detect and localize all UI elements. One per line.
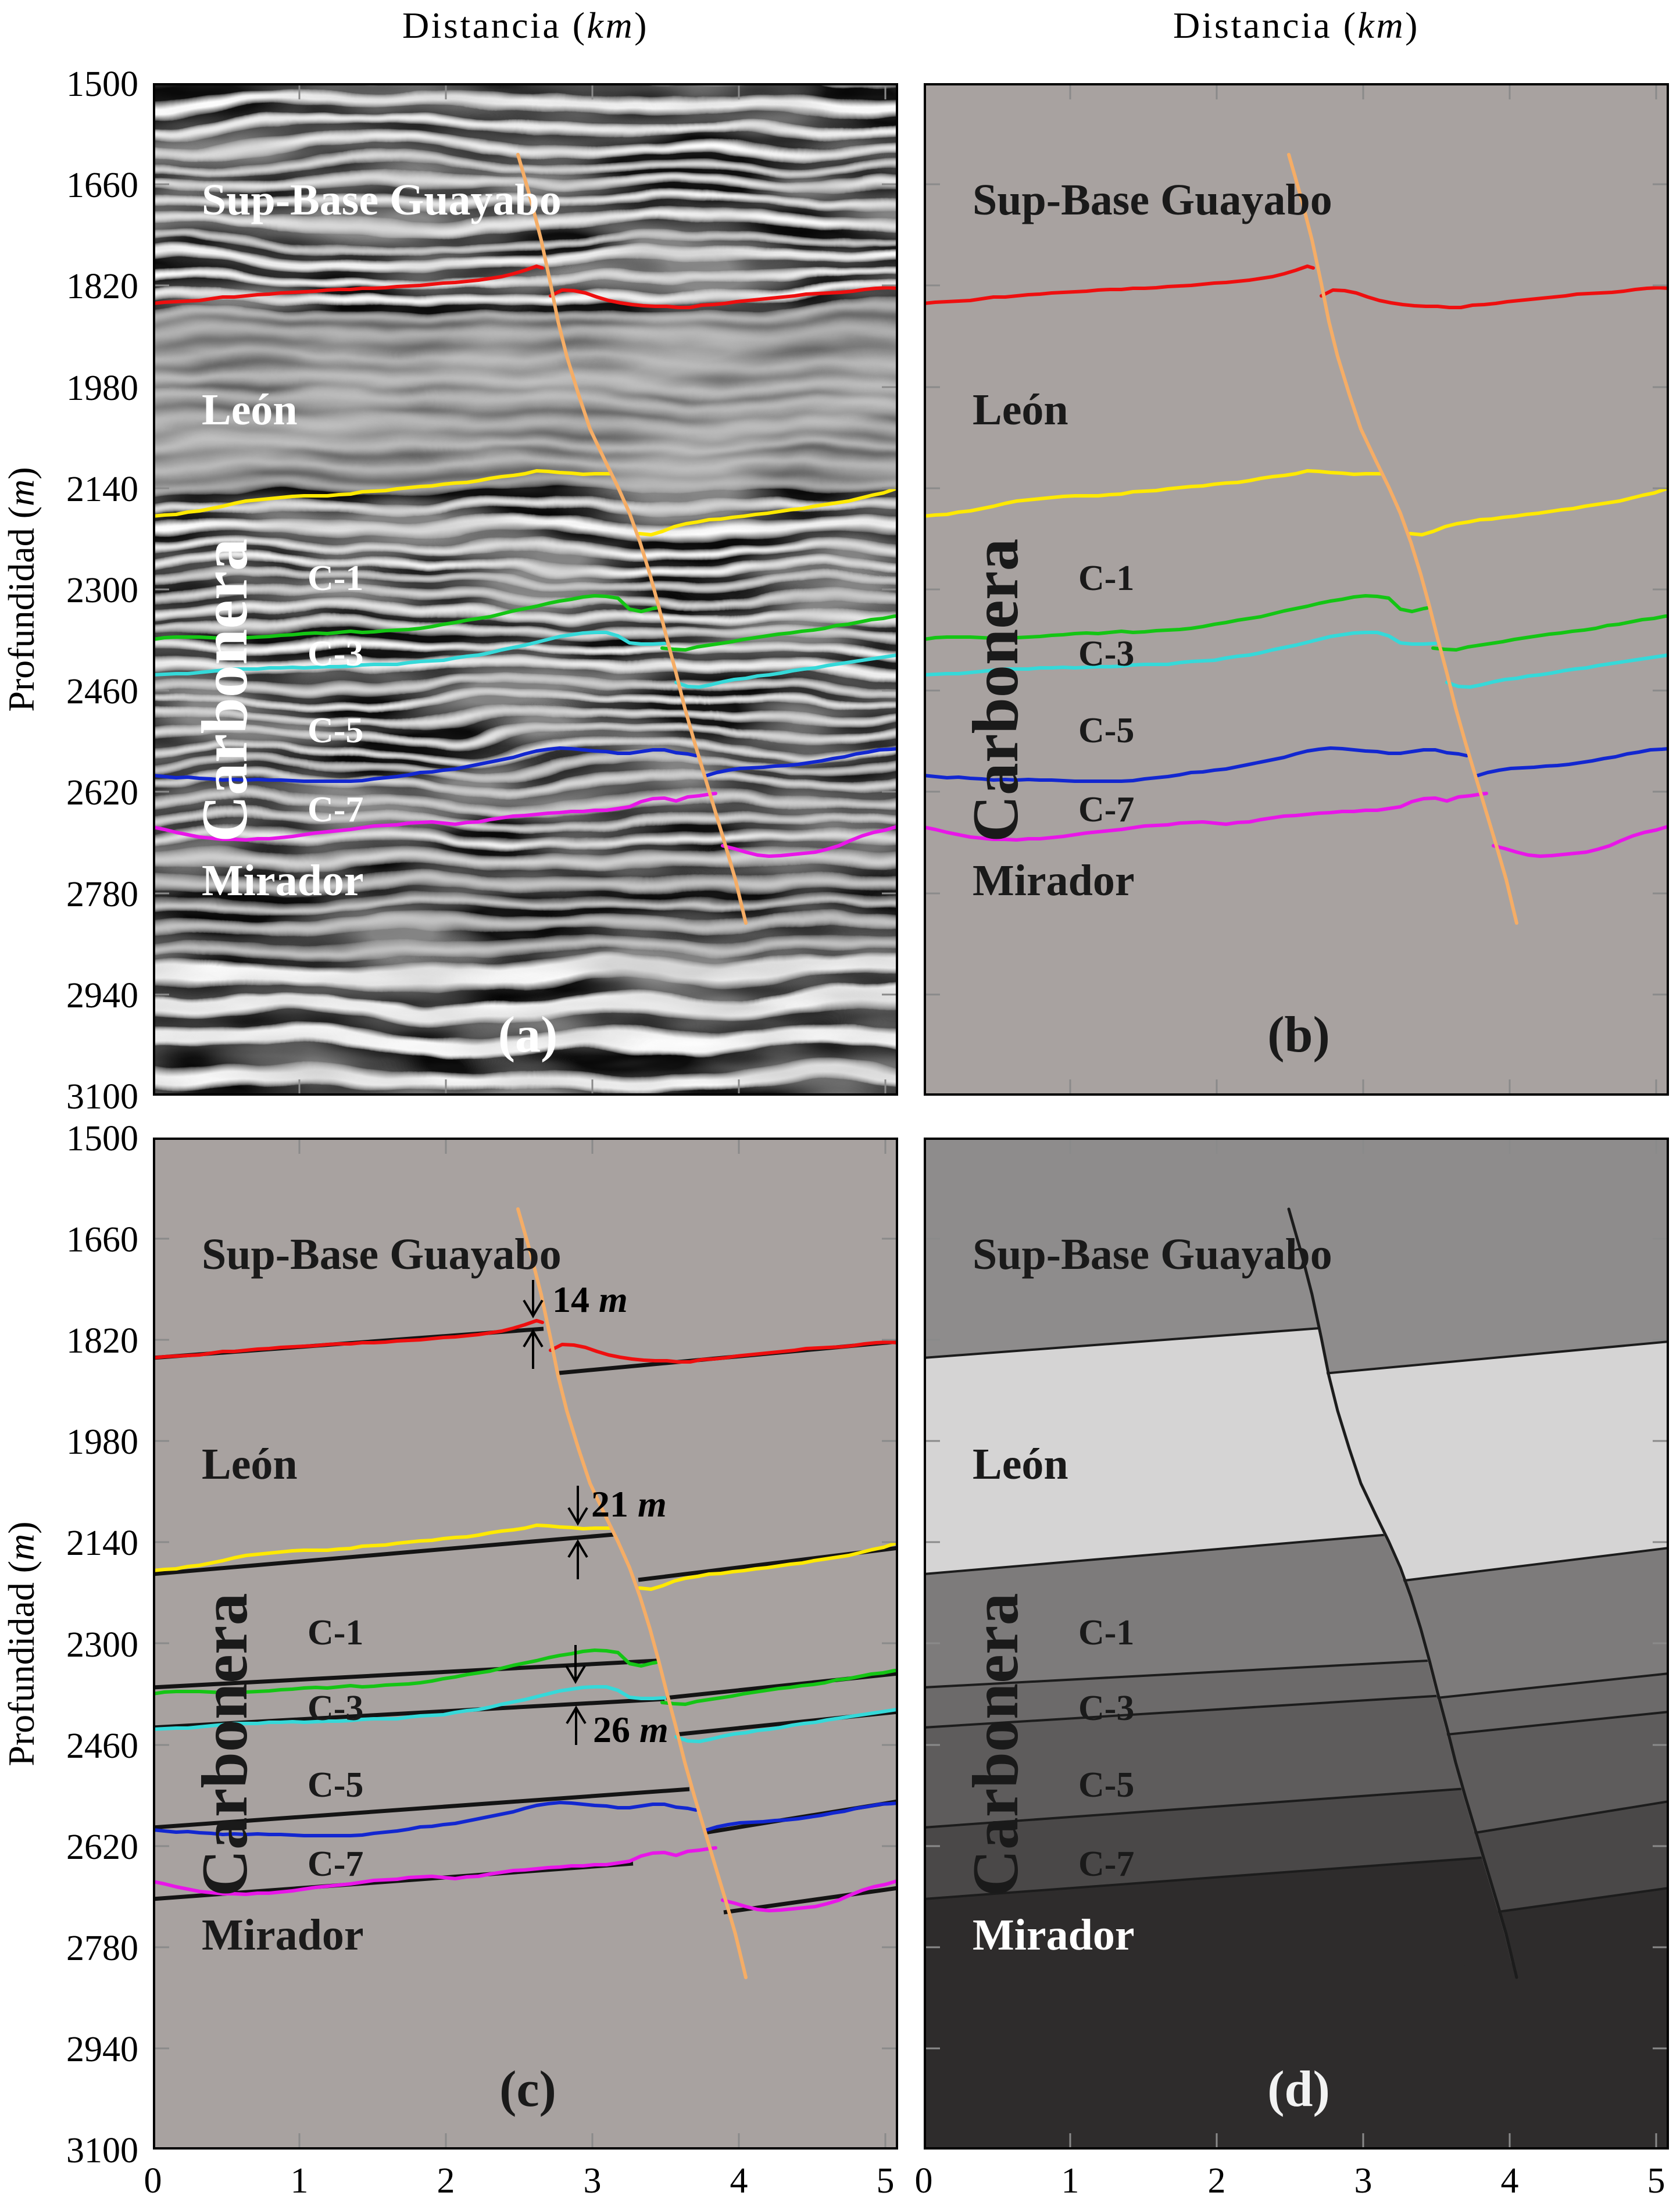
- svg-text:Mirador: Mirador: [202, 856, 364, 905]
- svg-text:C-7: C-7: [1078, 790, 1134, 829]
- svg-text:Sup-Base Guayabo: Sup-Base Guayabo: [202, 176, 562, 224]
- svg-text:1980: 1980: [66, 369, 138, 408]
- svg-text:2140: 2140: [66, 470, 138, 509]
- svg-text:1820: 1820: [66, 267, 138, 306]
- svg-text:Mirador: Mirador: [973, 856, 1135, 905]
- svg-text:1980: 1980: [66, 1422, 138, 1462]
- svg-text:Carbonera: Carbonera: [189, 538, 261, 842]
- svg-text:2140: 2140: [66, 1523, 138, 1563]
- svg-text:Sup-Base Guayabo: Sup-Base Guayabo: [973, 1230, 1332, 1279]
- svg-text:0: 0: [144, 2161, 162, 2201]
- svg-text:2: 2: [437, 2161, 455, 2201]
- svg-text:5: 5: [877, 2161, 895, 2201]
- svg-text:C-1: C-1: [1078, 559, 1134, 598]
- svg-text:2300: 2300: [66, 571, 138, 610]
- svg-text:C-3: C-3: [308, 634, 363, 674]
- svg-text:C-3: C-3: [308, 1689, 363, 1728]
- svg-text:1820: 1820: [66, 1321, 138, 1361]
- svg-text:3100: 3100: [66, 1077, 138, 1117]
- svg-text:León: León: [973, 385, 1068, 434]
- svg-text:3: 3: [584, 2161, 602, 2201]
- svg-text:5: 5: [1647, 2161, 1665, 2201]
- svg-text:3: 3: [1354, 2161, 1372, 2201]
- svg-text:C-5: C-5: [1078, 711, 1134, 750]
- svg-text:1660: 1660: [66, 166, 138, 205]
- svg-text:(c): (c): [499, 2061, 556, 2118]
- svg-text:C-7: C-7: [308, 790, 363, 829]
- svg-text:Sup-Base Guayabo: Sup-Base Guayabo: [973, 176, 1332, 224]
- svg-text:1: 1: [291, 2161, 309, 2201]
- svg-text:C-7: C-7: [1078, 1844, 1134, 1884]
- svg-text:14 m: 14 m: [552, 1279, 628, 1320]
- svg-text:C-1: C-1: [308, 1613, 363, 1653]
- svg-text:0: 0: [915, 2161, 933, 2201]
- svg-text:2460: 2460: [66, 672, 138, 711]
- svg-text:Profundidad (m): Profundidad (m): [1, 1521, 42, 1766]
- svg-text:1: 1: [1061, 2161, 1080, 2201]
- svg-text:C-3: C-3: [1078, 1689, 1134, 1728]
- svg-text:Distancia (km): Distancia (km): [1173, 5, 1420, 46]
- svg-text:Carbonera: Carbonera: [189, 1593, 261, 1897]
- svg-text:C-1: C-1: [308, 559, 363, 598]
- svg-text:C-5: C-5: [308, 1765, 363, 1805]
- svg-text:Mirador: Mirador: [973, 1911, 1135, 1959]
- svg-text:1500: 1500: [66, 65, 138, 104]
- svg-text:(a): (a): [498, 1007, 558, 1063]
- svg-text:1660: 1660: [66, 1220, 138, 1260]
- svg-text:Carbonera: Carbonera: [960, 1593, 1032, 1897]
- svg-text:C-7: C-7: [308, 1844, 363, 1884]
- svg-text:Sup-Base Guayabo: Sup-Base Guayabo: [202, 1230, 562, 1279]
- svg-text:C-5: C-5: [1078, 1765, 1134, 1805]
- svg-text:2300: 2300: [66, 1625, 138, 1665]
- svg-text:2780: 2780: [66, 1929, 138, 1968]
- svg-text:Carbonera: Carbonera: [960, 538, 1032, 842]
- svg-text:León: León: [202, 385, 298, 434]
- svg-text:2940: 2940: [66, 976, 138, 1015]
- svg-text:Mirador: Mirador: [202, 1911, 364, 1959]
- svg-text:2620: 2620: [66, 1828, 138, 1867]
- svg-text:2940: 2940: [66, 2030, 138, 2069]
- svg-text:21 m: 21 m: [591, 1483, 667, 1525]
- svg-text:4: 4: [1501, 2161, 1519, 2201]
- svg-text:León: León: [973, 1440, 1068, 1489]
- svg-text:(b): (b): [1267, 1007, 1330, 1063]
- svg-text:2460: 2460: [66, 1726, 138, 1766]
- svg-text:2620: 2620: [66, 773, 138, 813]
- svg-text:(d): (d): [1267, 2061, 1330, 2118]
- svg-text:Distancia (km): Distancia (km): [402, 5, 649, 46]
- svg-text:C-5: C-5: [308, 711, 363, 750]
- svg-text:3100: 3100: [66, 2131, 138, 2170]
- svg-text:2: 2: [1208, 2161, 1226, 2201]
- svg-text:C-3: C-3: [1078, 634, 1134, 674]
- svg-text:1500: 1500: [66, 1119, 138, 1158]
- svg-text:León: León: [202, 1440, 298, 1489]
- svg-text:Profundidad (m): Profundidad (m): [1, 467, 42, 711]
- svg-text:26 m: 26 m: [593, 1709, 669, 1750]
- svg-text:C-1: C-1: [1078, 1613, 1134, 1653]
- svg-text:2780: 2780: [66, 875, 138, 914]
- svg-text:4: 4: [730, 2161, 748, 2201]
